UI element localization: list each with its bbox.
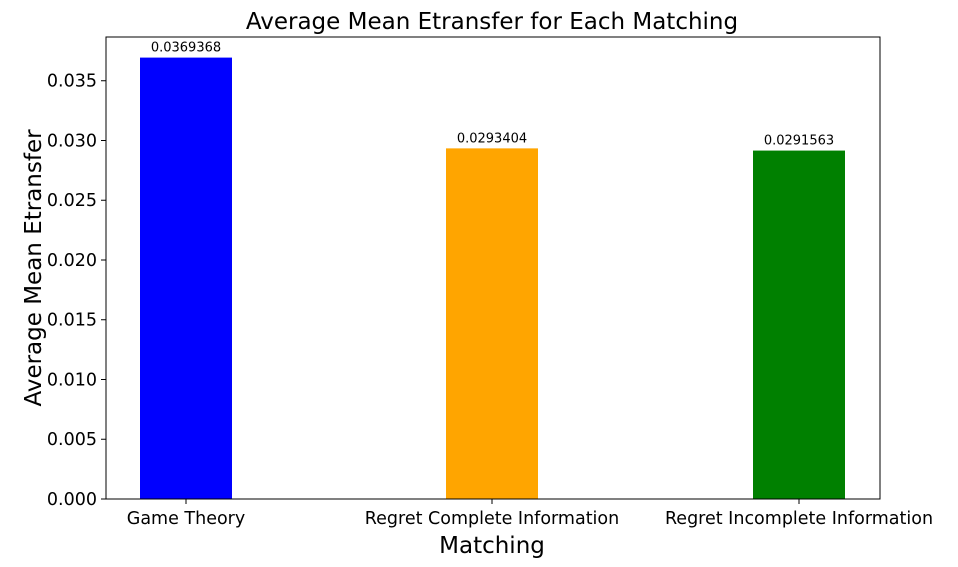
y-axis-label: Average Mean Etransfer (21, 129, 47, 407)
bar-value-label-2: 0.0291563 (764, 134, 834, 149)
x-tick-label: Game Theory (127, 509, 245, 529)
x-axis: Game Theory Regret Complete Information Re… (127, 499, 933, 529)
value-labels-layer: 0.0369368 0.0293404 0.0291563 (151, 41, 834, 149)
y-tick-label: 0.025 (47, 191, 97, 211)
y-tick-label: 0.005 (47, 430, 97, 450)
y-tick-label: 0.000 (47, 490, 97, 510)
bar-value-label-1: 0.0293404 (457, 131, 527, 146)
y-tick-label: 0.010 (47, 370, 97, 390)
bar-1 (446, 148, 538, 499)
bars-layer (140, 57, 845, 499)
bar-0 (140, 57, 232, 499)
y-tick-label: 0.035 (47, 72, 97, 92)
bar-value-label-0: 0.0369368 (151, 41, 221, 56)
bar-2 (753, 150, 845, 499)
x-tick-label: Regret Incomplete Information (665, 509, 933, 529)
x-tick-label: Regret Complete Information (365, 509, 619, 529)
chart-title: Average Mean Etransfer for Each Matching (246, 9, 738, 35)
plot-frame (105, 36, 881, 500)
y-tick-label: 0.020 (47, 251, 97, 271)
y-tick-label: 0.030 (47, 131, 97, 151)
x-axis-label: Matching (439, 533, 545, 559)
y-tick-label: 0.015 (47, 311, 97, 331)
y-axis: 0.000 0.005 0.010 0.015 0.020 0.025 0.030 0.035 (47, 72, 106, 510)
